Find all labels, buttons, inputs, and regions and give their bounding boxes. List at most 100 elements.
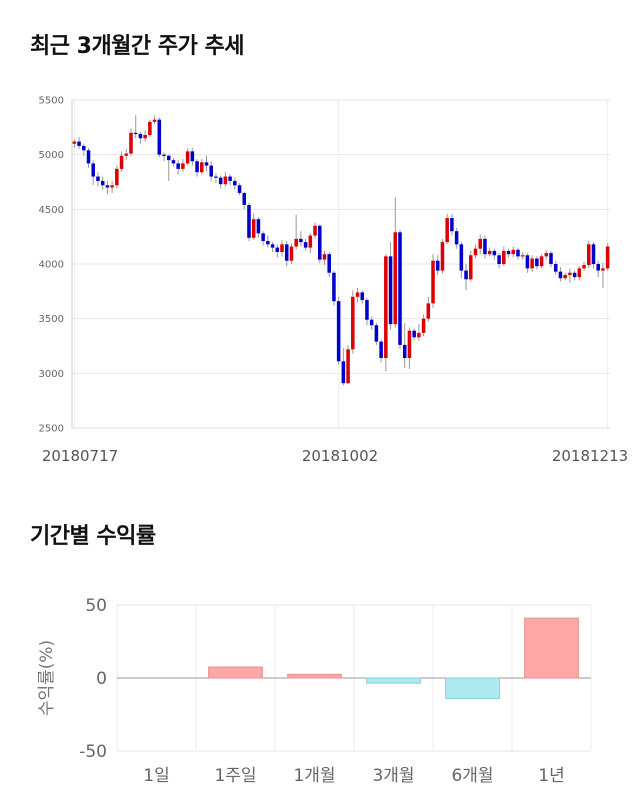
price-y-tick-label: 4500 — [39, 205, 64, 216]
candle-body — [398, 232, 402, 345]
candle-body — [402, 344, 407, 359]
candle-body — [308, 235, 313, 248]
candle-body — [181, 163, 185, 169]
candle-body — [355, 292, 360, 297]
candle-body — [544, 253, 549, 257]
candle-body — [313, 225, 317, 236]
candle-body — [360, 292, 365, 301]
candle-body — [133, 132, 138, 134]
candle-body — [530, 258, 534, 269]
candle-body — [157, 119, 162, 155]
candle-body — [228, 176, 232, 181]
candle-body — [148, 121, 152, 135]
candle-body — [351, 296, 355, 350]
return-x-tick-label: 3개월 — [372, 766, 414, 786]
candle-body — [346, 349, 350, 384]
candle-body — [77, 141, 81, 146]
price-y-tick-label: 4000 — [39, 260, 64, 271]
candle-body — [384, 256, 388, 359]
period-return-title: 기간별 수익률 — [30, 524, 156, 549]
candle-body — [497, 255, 501, 264]
candle-body — [393, 232, 398, 325]
candle-body — [261, 233, 265, 242]
candle-body — [214, 176, 218, 178]
candle-body — [251, 219, 256, 238]
return-y-tick-label: 50 — [85, 596, 107, 616]
return-bar — [208, 666, 263, 679]
candle-body — [379, 341, 383, 359]
candle-body — [473, 248, 478, 256]
price-candlestick-chart: 2500 3000 3500 4000 4500 5000 5500 20180717 2018… — [39, 96, 629, 466]
price-x-tick-label: 20180717 — [42, 447, 118, 465]
candle-body — [280, 244, 284, 252]
candle-body — [152, 119, 157, 122]
candle-body — [445, 218, 449, 243]
candle-body — [115, 168, 119, 186]
candle-body — [563, 274, 567, 279]
return-y-axis-label: 수익률(%) — [37, 640, 57, 716]
candle-body — [601, 268, 605, 271]
candle-body — [440, 242, 445, 271]
price-y-tick-label: 3500 — [39, 314, 64, 325]
candle-body — [204, 162, 209, 166]
candle-body — [119, 155, 124, 169]
candle-body — [176, 163, 180, 169]
price-y-tick-label: 3000 — [39, 369, 64, 380]
candle-body — [190, 151, 195, 162]
candle-body — [365, 300, 369, 320]
candle-body — [303, 242, 308, 248]
candle-body — [511, 249, 516, 255]
candle-body — [82, 145, 86, 151]
candle-body — [431, 260, 435, 304]
candle-body — [516, 249, 520, 257]
candle-body — [469, 255, 473, 280]
candle-body — [256, 219, 261, 234]
candle-body — [502, 250, 506, 264]
price-y-tick-label: 5000 — [39, 150, 64, 161]
candle-body — [553, 264, 558, 272]
price-trend-title: 최근 3개월간 주가 추세 — [30, 34, 244, 59]
candle-body — [105, 185, 110, 188]
candle-body — [100, 180, 105, 186]
candle-body — [96, 176, 100, 181]
price-y-tick-label: 5500 — [39, 96, 64, 107]
candle-body — [124, 153, 129, 156]
candle-body — [374, 325, 379, 342]
candle-body — [450, 218, 454, 232]
candle-body — [586, 244, 591, 266]
candle-body — [237, 185, 242, 193]
candle-body — [110, 185, 114, 188]
candle-body — [233, 180, 237, 186]
candle-body — [284, 244, 289, 261]
candle-body — [605, 246, 610, 269]
candle-body — [171, 160, 176, 164]
return-x-tick-label: 1개월 — [293, 766, 335, 786]
candle-body — [506, 250, 511, 255]
return-x-tick-label: 6개월 — [451, 766, 493, 786]
candle-body — [317, 225, 322, 260]
candle-body — [91, 163, 96, 177]
candle-body — [464, 270, 468, 280]
return-bar — [524, 617, 579, 679]
return-y-tick-label: 0 — [96, 669, 107, 689]
candle-body — [266, 241, 270, 245]
return-y-tick-label: -50 — [79, 742, 107, 762]
candle-body — [572, 272, 577, 278]
candle-body — [407, 330, 412, 359]
candle-body — [596, 264, 600, 271]
candle-body — [412, 330, 416, 338]
candle-body — [247, 204, 251, 238]
candle-body — [294, 238, 298, 247]
candle-body — [435, 260, 440, 271]
candle-body — [539, 256, 544, 267]
price-x-tick-label: 20181002 — [302, 447, 378, 465]
return-x-tick-label: 1주일 — [214, 766, 256, 786]
candle-body — [549, 253, 553, 264]
candle-body — [417, 332, 421, 338]
candle-body — [322, 254, 327, 260]
candle-body — [185, 151, 190, 164]
candle-body — [275, 247, 280, 252]
candle-body — [421, 318, 426, 333]
candle-body — [525, 255, 530, 269]
